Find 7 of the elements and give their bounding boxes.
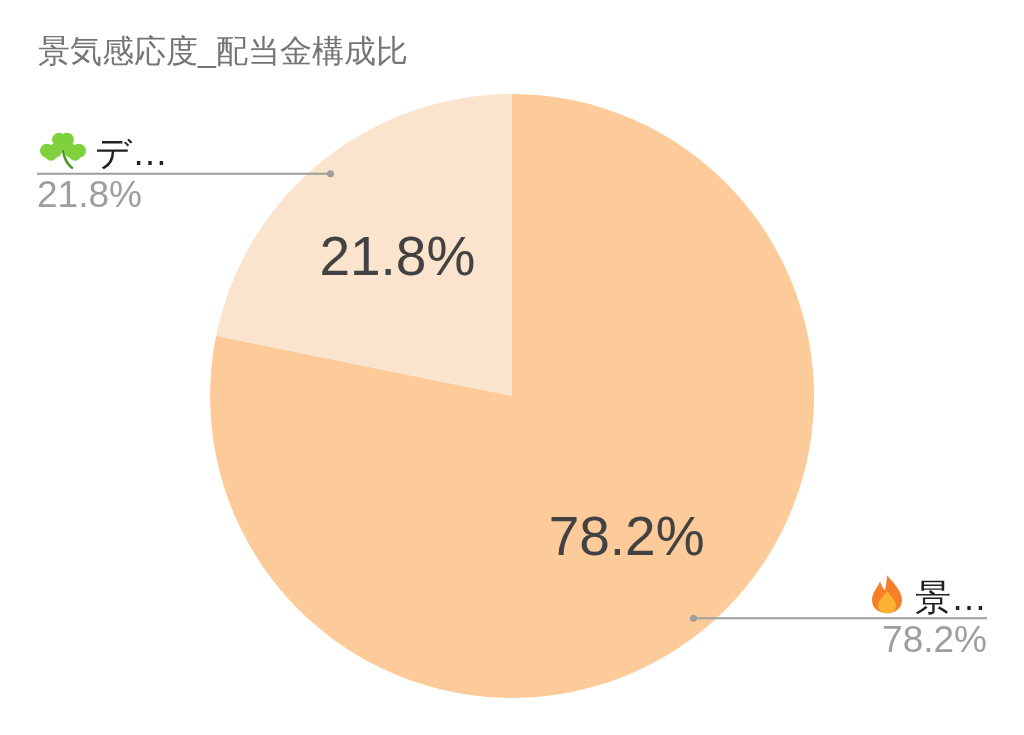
slice-label: 景… — [915, 577, 987, 619]
text: 21.8% — [37, 173, 142, 215]
data-label: 21.8% — [319, 224, 476, 287]
slice-label: デ… — [95, 131, 168, 173]
text: 78.2% — [882, 619, 987, 661]
chart-title: 景気感応度_配当金構成比 — [38, 33, 408, 69]
data-label: 78.2% — [548, 505, 705, 568]
